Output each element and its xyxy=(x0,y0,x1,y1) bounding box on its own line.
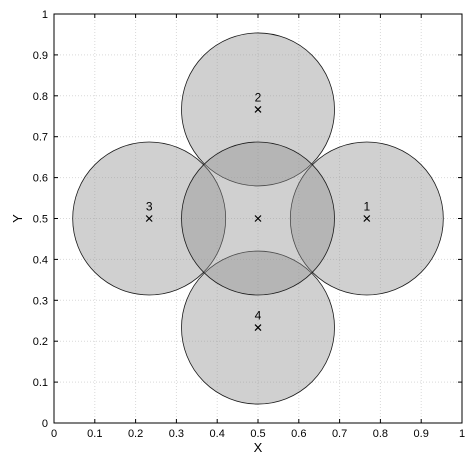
y-tick-label: 0.5 xyxy=(33,214,48,226)
y-tick-label: 1 xyxy=(42,9,48,21)
x-marker xyxy=(254,324,262,332)
y-axis-title: Y xyxy=(10,214,25,223)
circle-labels: 1 2 3 4 xyxy=(146,90,371,322)
markers xyxy=(145,105,371,332)
y-tick-label: 0.1 xyxy=(33,377,48,389)
x-tick-label: 1 xyxy=(459,428,465,440)
x-marker xyxy=(254,105,262,113)
y-tick-label: 0.8 xyxy=(33,91,48,103)
x-tick-label: 0.4 xyxy=(210,428,225,440)
y-tick-label: 0.3 xyxy=(33,295,48,307)
x-tick-label: 0.6 xyxy=(291,428,306,440)
y-tick-label: 0.6 xyxy=(33,173,48,185)
y-tick-label: 0 xyxy=(42,418,48,430)
x-tick-label: 0.2 xyxy=(128,428,143,440)
x-marker xyxy=(145,215,153,222)
y-tick-label: 0.4 xyxy=(33,254,48,266)
x-axis-title: X xyxy=(254,440,263,453)
x-tick-label: 0.3 xyxy=(169,428,184,440)
circle-label-4: 4 xyxy=(255,309,262,323)
x-tick-label: 0.9 xyxy=(414,428,429,440)
axis-ticks: 0 0.1 0.2 0.3 0.4 0.5 0.6 0.7 0.8 0.9 1 0 0.1 0.2 0.3 0… xyxy=(33,9,465,440)
y-tick-label: 0.7 xyxy=(33,132,48,144)
grid xyxy=(54,14,462,423)
circle-label-3: 3 xyxy=(146,200,153,214)
y-tick-label: 0.2 xyxy=(33,336,48,348)
circle-label-2: 2 xyxy=(255,90,262,104)
x-tick-label: 0.7 xyxy=(332,428,347,440)
x-marker xyxy=(254,215,262,222)
x-tick-label: 0.1 xyxy=(87,428,102,440)
circle-label-1: 1 xyxy=(363,200,370,214)
x-marker xyxy=(363,215,371,222)
y-tick-label: 0.9 xyxy=(33,50,48,62)
x-tick-label: 0.5 xyxy=(250,428,265,440)
x-tick-label: 0 xyxy=(51,428,57,440)
x-tick-label: 0.8 xyxy=(373,428,388,440)
